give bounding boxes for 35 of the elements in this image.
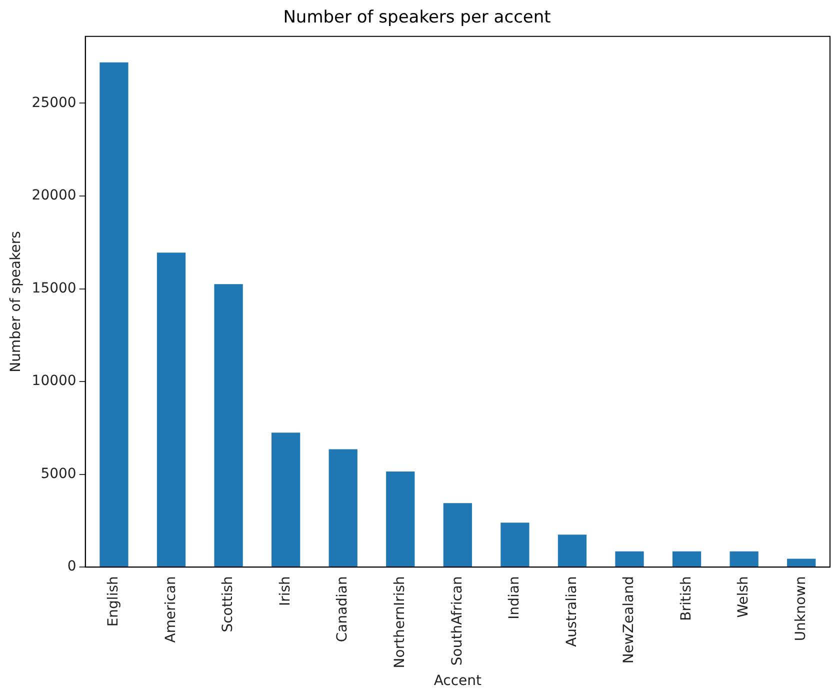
bar xyxy=(730,551,758,567)
chart-title: Number of speakers per accent xyxy=(283,8,552,28)
x-tick-label: NewZealand xyxy=(621,576,638,664)
y-tick-label: 10000 xyxy=(32,373,76,390)
bar xyxy=(558,534,587,567)
x-tick-label: NorthernIrish xyxy=(392,576,408,668)
bar xyxy=(386,472,415,567)
bar xyxy=(615,551,644,567)
bar xyxy=(156,252,186,567)
y-axis-title: Number of speakers xyxy=(8,231,24,372)
x-tick-label: English xyxy=(106,576,122,627)
bar xyxy=(100,62,128,567)
x-axis-title: Accent xyxy=(434,673,482,690)
x-tick-label: Indian xyxy=(506,576,523,620)
x-tick-label: Australian xyxy=(564,576,580,647)
x-tick-label: Welsh xyxy=(736,576,752,618)
y-tick-label: 20000 xyxy=(32,188,76,204)
x-tick-label: American xyxy=(162,576,179,643)
y-tick-label: 0 xyxy=(67,558,76,575)
y-tick-label: 5000 xyxy=(40,466,76,482)
bar xyxy=(272,432,300,567)
bar xyxy=(500,522,530,567)
x-tick-label: Irish xyxy=(277,576,294,606)
y-tick-label: 25000 xyxy=(32,94,76,111)
x-tick-label: British xyxy=(678,576,694,621)
bar xyxy=(214,284,243,567)
bar xyxy=(787,558,816,567)
x-tick-label: Unknown xyxy=(793,576,809,642)
bar xyxy=(443,503,472,567)
bar xyxy=(672,551,702,567)
x-tick-label: Canadian xyxy=(334,576,351,642)
x-tick-label: Scottish xyxy=(220,576,236,632)
x-tick-label: SouthAfrican xyxy=(449,576,466,666)
bar xyxy=(328,449,358,567)
y-tick-label: 15000 xyxy=(32,280,76,296)
